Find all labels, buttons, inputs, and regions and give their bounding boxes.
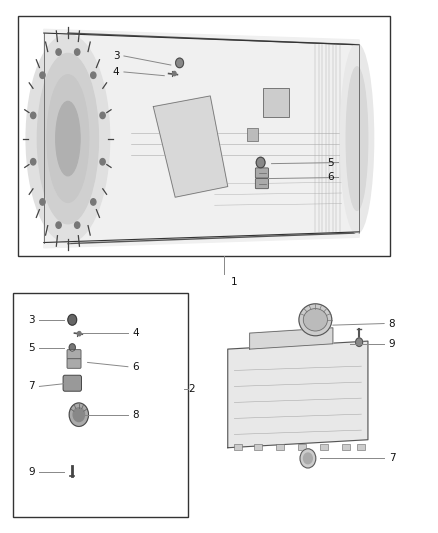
Text: 6: 6 xyxy=(327,173,334,182)
Ellipse shape xyxy=(303,309,328,331)
Polygon shape xyxy=(153,96,228,197)
Circle shape xyxy=(56,49,61,55)
Bar xyxy=(254,444,262,450)
Circle shape xyxy=(40,72,45,78)
Circle shape xyxy=(74,222,80,228)
Ellipse shape xyxy=(56,101,80,176)
FancyBboxPatch shape xyxy=(255,168,268,178)
Text: 2: 2 xyxy=(188,384,195,394)
Circle shape xyxy=(73,408,85,422)
Ellipse shape xyxy=(26,35,110,243)
Text: 3: 3 xyxy=(113,51,120,61)
Circle shape xyxy=(91,199,96,205)
FancyBboxPatch shape xyxy=(63,375,81,391)
Text: 5: 5 xyxy=(28,343,35,352)
Circle shape xyxy=(300,449,316,468)
Bar xyxy=(320,444,328,450)
Text: 6: 6 xyxy=(132,362,139,372)
Text: 9: 9 xyxy=(389,339,396,349)
Circle shape xyxy=(304,453,312,464)
Text: 4: 4 xyxy=(113,67,120,77)
Polygon shape xyxy=(228,341,368,448)
Text: 8: 8 xyxy=(389,319,396,328)
Ellipse shape xyxy=(37,53,99,224)
Circle shape xyxy=(74,49,80,55)
Text: 7: 7 xyxy=(389,454,396,463)
Circle shape xyxy=(176,58,184,68)
Bar xyxy=(298,444,306,450)
Ellipse shape xyxy=(340,44,374,233)
FancyBboxPatch shape xyxy=(67,359,81,368)
Bar xyxy=(357,444,365,450)
Text: 4: 4 xyxy=(132,328,139,338)
Text: 3: 3 xyxy=(28,315,35,325)
Circle shape xyxy=(31,159,36,165)
Circle shape xyxy=(68,314,77,325)
Circle shape xyxy=(256,157,265,168)
Bar xyxy=(342,444,350,450)
Polygon shape xyxy=(44,29,359,248)
Bar xyxy=(18,16,390,256)
Circle shape xyxy=(40,199,45,205)
Text: 5: 5 xyxy=(327,158,334,167)
Bar xyxy=(247,128,258,141)
Ellipse shape xyxy=(346,67,368,211)
Circle shape xyxy=(56,222,61,228)
Circle shape xyxy=(356,338,363,346)
Circle shape xyxy=(91,72,96,78)
FancyBboxPatch shape xyxy=(67,350,81,359)
Text: 7: 7 xyxy=(28,382,35,391)
Text: 9: 9 xyxy=(28,467,35,477)
Bar xyxy=(234,444,242,450)
Text: 1: 1 xyxy=(231,277,237,287)
Circle shape xyxy=(173,71,176,76)
Polygon shape xyxy=(250,328,333,349)
Bar xyxy=(263,88,289,117)
Circle shape xyxy=(69,403,88,426)
Circle shape xyxy=(100,112,105,118)
Ellipse shape xyxy=(47,75,89,203)
Ellipse shape xyxy=(299,304,332,336)
Bar xyxy=(276,444,284,450)
Circle shape xyxy=(100,159,105,165)
Text: 8: 8 xyxy=(132,410,139,419)
Circle shape xyxy=(69,344,75,351)
Circle shape xyxy=(31,112,36,118)
Bar xyxy=(13,293,188,517)
Circle shape xyxy=(78,332,81,336)
FancyBboxPatch shape xyxy=(255,179,268,189)
